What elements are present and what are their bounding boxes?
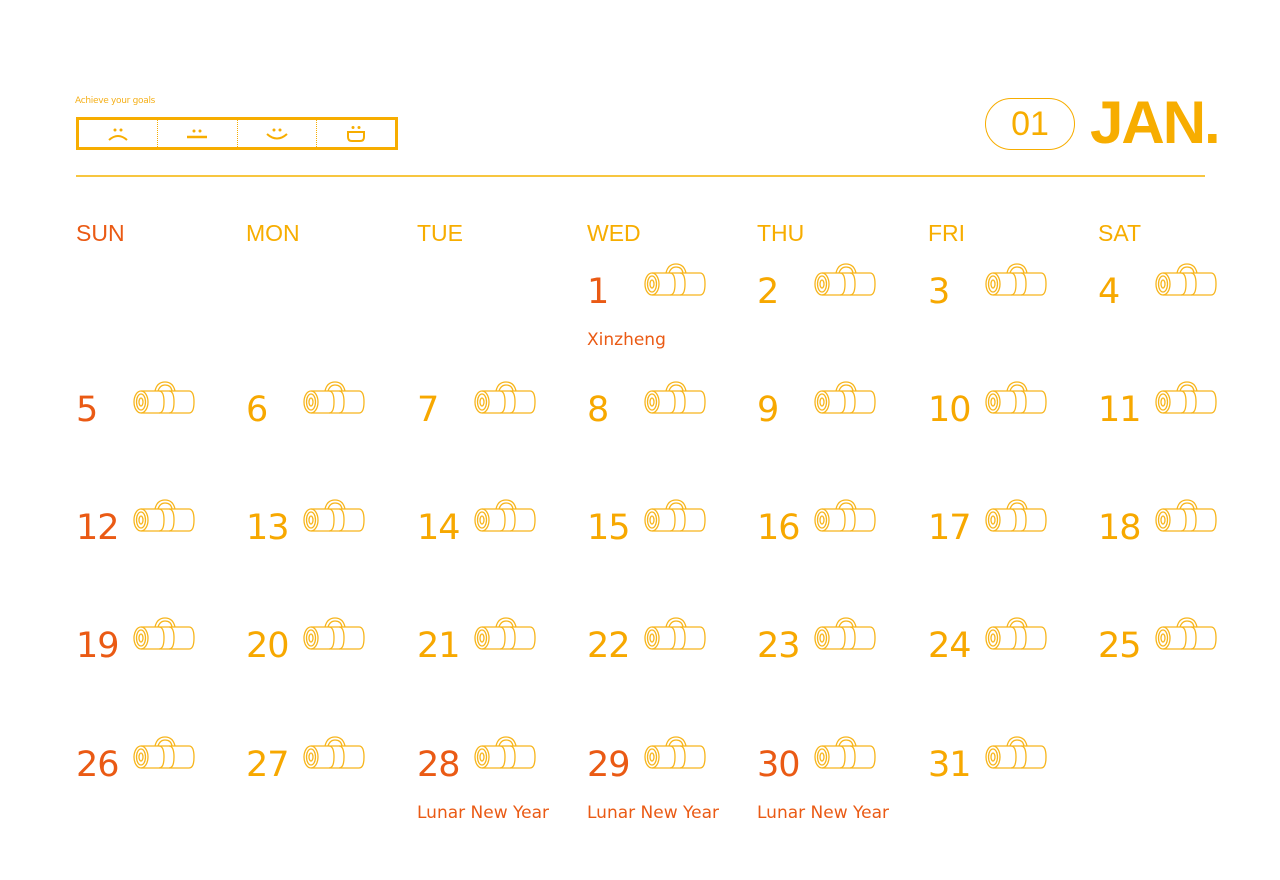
day-number: 18: [1098, 508, 1142, 548]
day-number: 25: [1098, 626, 1142, 666]
yoga-mat-icon: [1153, 381, 1217, 423]
day-number: 2: [757, 272, 779, 312]
day-number: 10: [928, 390, 972, 430]
weekday-sun: SUN: [76, 220, 125, 246]
day-number: 21: [417, 626, 461, 666]
day-number: 3: [928, 272, 950, 312]
day-number: 7: [417, 390, 439, 430]
yoga-mat-icon: [472, 736, 536, 778]
day-number: 8: [587, 390, 609, 430]
day-number: 14: [417, 508, 461, 548]
day-number: 13: [246, 508, 290, 548]
yoga-mat-icon: [983, 381, 1047, 423]
yoga-mat-icon: [983, 499, 1047, 541]
yoga-mat-icon: [131, 499, 195, 541]
day-number: 6: [246, 390, 268, 430]
yoga-mat-icon: [642, 381, 706, 423]
yoga-mat-icon: [301, 499, 365, 541]
mood-neutral[interactable]: [158, 120, 238, 147]
day-number: 16: [757, 508, 801, 548]
holiday-label: Lunar New Year: [757, 803, 890, 823]
yoga-mat-icon: [812, 263, 876, 305]
yoga-mat-icon: [642, 263, 706, 305]
day-number: 1: [587, 272, 609, 312]
mood-grin[interactable]: [317, 120, 395, 147]
day-number: 29: [587, 745, 631, 785]
yoga-mat-icon: [301, 381, 365, 423]
neutral-face-icon: [187, 129, 208, 138]
yoga-mat-icon: [1153, 263, 1217, 305]
yoga-mat-icon: [301, 736, 365, 778]
yoga-mat-icon: [1153, 499, 1217, 541]
day-number: 9: [757, 390, 779, 430]
grin-face-icon: [346, 125, 365, 142]
yoga-mat-icon: [301, 617, 365, 659]
day-number: 24: [928, 626, 972, 666]
day-number: 31: [928, 745, 972, 785]
tagline: Achieve your goals: [75, 96, 156, 106]
month-number: 01: [985, 98, 1075, 150]
mood-smile[interactable]: [238, 120, 317, 147]
day-number: 30: [757, 745, 801, 785]
yoga-mat-icon: [983, 736, 1047, 778]
yoga-mat-icon: [642, 736, 706, 778]
sad-face-icon: [108, 128, 128, 141]
mood-sad[interactable]: [79, 120, 159, 147]
divider: [76, 175, 1205, 177]
yoga-mat-icon: [472, 499, 536, 541]
yoga-mat-icon: [983, 617, 1047, 659]
mood-tracker: [76, 117, 398, 150]
day-number: 15: [587, 508, 631, 548]
yoga-mat-icon: [812, 736, 876, 778]
yoga-mat-icon: [983, 263, 1047, 305]
yoga-mat-icon: [642, 617, 706, 659]
day-number: 4: [1098, 272, 1120, 312]
yoga-mat-icon: [131, 617, 195, 659]
yoga-mat-icon: [642, 499, 706, 541]
day-number: 27: [246, 745, 290, 785]
yoga-mat-icon: [1153, 617, 1217, 659]
weekday-fri: FRI: [928, 220, 966, 246]
yoga-mat-icon: [812, 617, 876, 659]
yoga-mat-icon: [472, 381, 536, 423]
weekday-sat: SAT: [1098, 220, 1142, 246]
weekday-thu: THU: [757, 220, 805, 246]
yoga-mat-icon: [812, 381, 876, 423]
day-number: 22: [587, 626, 631, 666]
yoga-mat-icon: [812, 499, 876, 541]
day-number: 26: [76, 745, 120, 785]
day-number: 28: [417, 745, 461, 785]
day-number: 23: [757, 626, 801, 666]
yoga-mat-icon: [131, 736, 195, 778]
weekday-wed: WED: [587, 220, 641, 246]
day-number: 19: [76, 626, 120, 666]
holiday-label: Lunar New Year: [417, 803, 550, 823]
day-number: 12: [76, 508, 120, 548]
day-number: 17: [928, 508, 972, 548]
month-name: JAN.: [1090, 89, 1221, 156]
yoga-mat-icon: [472, 617, 536, 659]
smile-face-icon: [265, 128, 288, 139]
day-number: 5: [76, 390, 98, 430]
day-number: 11: [1098, 390, 1142, 430]
weekday-tue: TUE: [417, 220, 463, 246]
day-number: 20: [246, 626, 290, 666]
holiday-label: Lunar New Year: [587, 803, 720, 823]
yoga-mat-icon: [131, 381, 195, 423]
weekday-mon: MON: [246, 220, 300, 246]
holiday-label: Xinzheng: [587, 330, 666, 350]
